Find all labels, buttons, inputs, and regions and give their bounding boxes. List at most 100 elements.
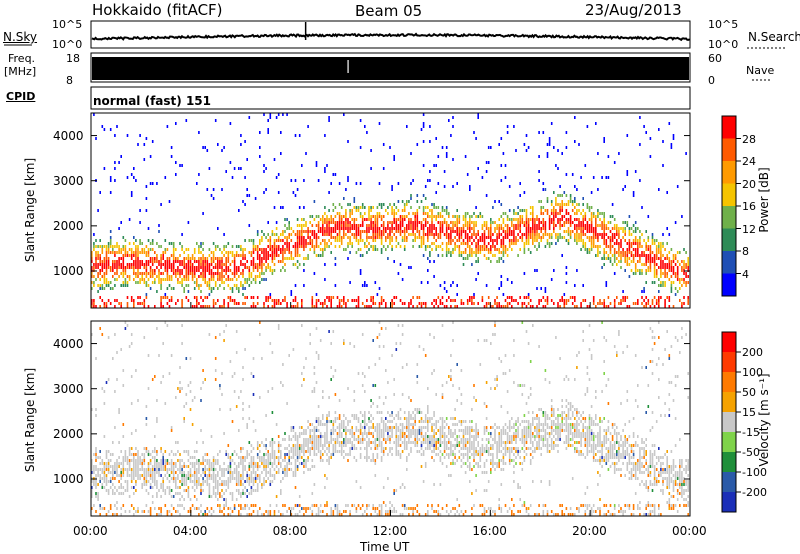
scatter-cell	[99, 462, 101, 465]
scatter-cell	[122, 423, 125, 426]
scatter-cell	[540, 221, 542, 224]
scatter-cell	[601, 236, 603, 239]
scatter-cell	[536, 218, 538, 221]
scatter-cell	[315, 435, 318, 438]
scatter-cell	[238, 287, 240, 290]
scatter-cell	[639, 230, 641, 233]
scatter-cell	[427, 179, 429, 182]
scatter-cell	[582, 230, 584, 233]
scatter-cell	[244, 468, 246, 471]
scatter-cell	[349, 212, 351, 215]
scatter-cell	[200, 305, 202, 308]
scatter-cell	[370, 224, 372, 227]
scatter-cell	[151, 281, 154, 284]
scatter-cell	[145, 272, 148, 275]
scatter-cell	[221, 257, 223, 260]
scatter-cell	[191, 278, 194, 281]
scatter-cell	[378, 233, 381, 236]
scatter-cell	[460, 233, 463, 236]
scatter-cell	[118, 462, 120, 465]
scatter-cell	[317, 444, 320, 447]
scatter-cell	[112, 471, 114, 474]
scatter-cell	[632, 260, 635, 263]
scatter-cell	[181, 468, 183, 471]
scatter-cell	[313, 426, 316, 429]
scatter-cell	[347, 179, 349, 182]
scatter-cell	[527, 233, 530, 236]
scatter-cell	[311, 444, 314, 447]
scatter-cell	[193, 305, 196, 308]
scatter-cell	[116, 299, 118, 302]
scatter-cell	[238, 396, 240, 399]
scatter-cell	[355, 438, 358, 441]
scatter-cell	[200, 387, 202, 390]
scatter-cell	[221, 275, 223, 278]
scatter-cell	[546, 239, 549, 242]
scatter-cell	[252, 257, 255, 260]
scatter-cell	[387, 227, 389, 230]
scatter-cell	[208, 492, 211, 495]
scatter-cell	[571, 302, 574, 305]
scatter-cell	[532, 215, 534, 218]
scatter-cell	[217, 257, 219, 260]
scatter-cell	[519, 224, 521, 227]
scatter-cell	[641, 272, 643, 275]
scatter-cell	[332, 438, 335, 441]
scatter-cell	[122, 468, 125, 471]
scatter-cell	[662, 242, 664, 245]
scatter-cell	[248, 275, 251, 278]
scatter-cell	[420, 128, 423, 131]
scatter-cell	[147, 284, 150, 287]
scatter-cell	[156, 327, 158, 330]
scatter-cell	[380, 302, 383, 305]
scatter-cell	[672, 305, 675, 308]
scatter-cell	[143, 456, 146, 459]
scatter-cell	[198, 248, 200, 251]
scatter-cell	[576, 236, 578, 239]
scatter-cell	[156, 260, 158, 263]
scatter-cell	[311, 513, 314, 516]
scatter-cell	[277, 299, 280, 302]
scatter-cell	[662, 260, 664, 263]
scatter-cell	[620, 251, 622, 254]
scatter-cell	[221, 393, 223, 396]
scatter-cell	[494, 302, 496, 305]
scatter-cell	[261, 248, 263, 251]
scatter-cell	[536, 230, 538, 233]
scatter-cell	[246, 423, 248, 426]
scatter-cell	[653, 272, 656, 275]
scatter-cell	[571, 221, 574, 224]
scatter-cell	[126, 254, 129, 257]
scatter-cell	[189, 456, 192, 459]
scatter-cell	[307, 441, 309, 444]
scatter-cell	[309, 239, 311, 242]
scatter-cell	[338, 426, 341, 429]
scatter-cell	[634, 272, 637, 275]
scatter-cell	[284, 432, 286, 435]
scatter-cell	[160, 465, 162, 468]
scatter-cell	[647, 257, 650, 260]
scatter-cell	[166, 459, 169, 462]
scatter-cell	[427, 281, 429, 284]
scatter-cell	[204, 272, 206, 275]
scatter-cell	[95, 239, 97, 242]
scatter-cell	[349, 453, 351, 456]
scatter-cell	[498, 248, 500, 251]
scatter-cell	[301, 227, 303, 230]
scatter-cell	[172, 465, 175, 468]
scatter-cell	[160, 299, 162, 302]
scatter-cell	[271, 351, 274, 354]
scatter-cell	[298, 495, 301, 498]
scatter-cell	[466, 224, 469, 227]
scatter-cell	[160, 302, 162, 305]
scatter-cell	[193, 468, 196, 471]
scatter-cell	[502, 254, 505, 257]
scatter-cell	[168, 453, 171, 456]
scatter-cell	[450, 254, 452, 257]
scatter-cell	[277, 444, 280, 447]
scatter-cell	[609, 215, 612, 218]
scatter-cell	[534, 221, 536, 224]
scatter-cell	[175, 471, 177, 474]
scatter-cell	[238, 209, 240, 212]
scatter-cell	[229, 408, 232, 411]
